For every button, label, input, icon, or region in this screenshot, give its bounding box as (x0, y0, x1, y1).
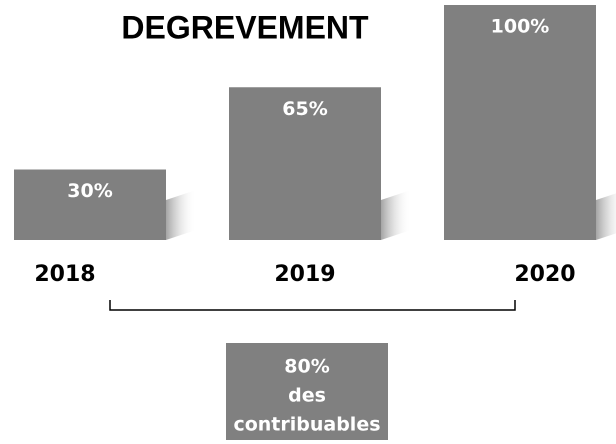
note-box (226, 343, 388, 440)
bracket (109, 300, 516, 311)
value-label: 100% (491, 16, 550, 38)
bar (229, 87, 381, 240)
value-label: 65% (282, 98, 327, 120)
bar-shadow (596, 193, 616, 240)
note-text: contribuables (233, 414, 380, 436)
bar-shadow (381, 190, 411, 240)
value-label: 30% (67, 180, 112, 202)
note-text: des (288, 385, 326, 407)
chart-title: DEGREVEMENT (121, 9, 369, 45)
note-text: 80% (284, 356, 329, 378)
x-tick-label: 2018 (34, 262, 95, 287)
x-tick-label: 2019 (274, 262, 335, 287)
shadows (166, 190, 616, 240)
bar-shadow (166, 190, 196, 240)
x-tick-label: 2020 (514, 262, 575, 287)
bar (14, 169, 166, 240)
bar (444, 5, 596, 240)
